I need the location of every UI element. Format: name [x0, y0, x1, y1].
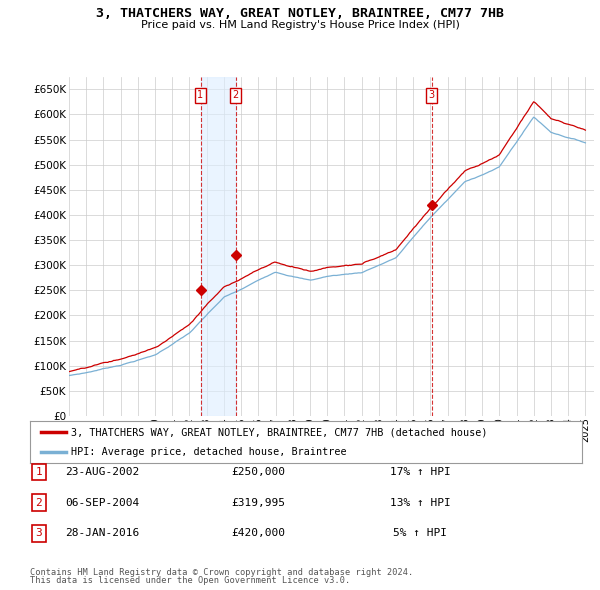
Text: HPI: Average price, detached house, Braintree: HPI: Average price, detached house, Brai…	[71, 447, 347, 457]
Text: 3, THATCHERS WAY, GREAT NOTLEY, BRAINTREE, CM77 7HB: 3, THATCHERS WAY, GREAT NOTLEY, BRAINTRE…	[96, 7, 504, 20]
Text: Contains HM Land Registry data © Crown copyright and database right 2024.: Contains HM Land Registry data © Crown c…	[30, 568, 413, 577]
Text: 23-AUG-2002: 23-AUG-2002	[65, 467, 139, 477]
Text: 5% ↑ HPI: 5% ↑ HPI	[393, 529, 447, 538]
Text: This data is licensed under the Open Government Licence v3.0.: This data is licensed under the Open Gov…	[30, 576, 350, 585]
Text: Price paid vs. HM Land Registry's House Price Index (HPI): Price paid vs. HM Land Registry's House …	[140, 20, 460, 30]
Text: 13% ↑ HPI: 13% ↑ HPI	[389, 498, 451, 507]
Text: 3: 3	[35, 529, 43, 538]
Text: 28-JAN-2016: 28-JAN-2016	[65, 529, 139, 538]
Text: £250,000: £250,000	[231, 467, 285, 477]
Bar	[200, 77, 236, 416]
Text: 2: 2	[35, 498, 43, 507]
Text: 17% ↑ HPI: 17% ↑ HPI	[389, 467, 451, 477]
Text: 3, THATCHERS WAY, GREAT NOTLEY, BRAINTREE, CM77 7HB (detached house): 3, THATCHERS WAY, GREAT NOTLEY, BRAINTRE…	[71, 427, 488, 437]
Text: 06-SEP-2004: 06-SEP-2004	[65, 498, 139, 507]
Text: £319,995: £319,995	[231, 498, 285, 507]
Text: 1: 1	[35, 467, 43, 477]
Text: 2: 2	[232, 90, 239, 100]
Text: 3: 3	[428, 90, 435, 100]
Text: £420,000: £420,000	[231, 529, 285, 538]
Text: 1: 1	[197, 90, 203, 100]
